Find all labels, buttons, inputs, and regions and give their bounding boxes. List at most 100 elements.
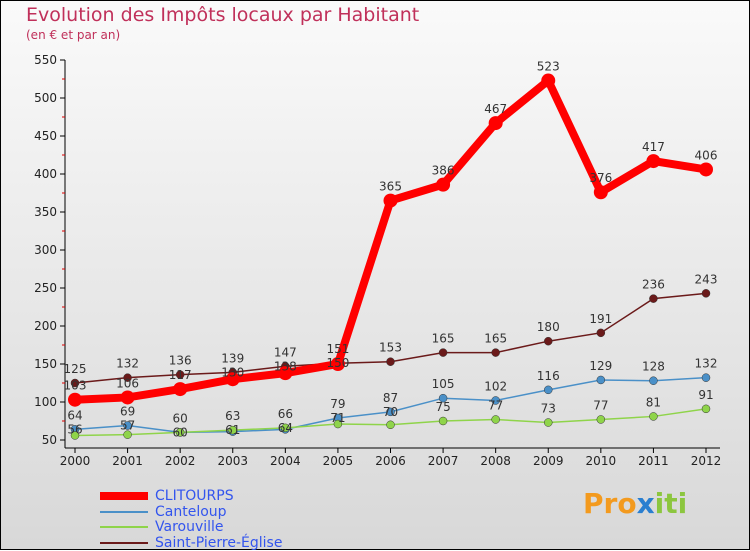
data-label: 81 xyxy=(646,395,661,409)
y-tick-label: 50 xyxy=(42,433,57,447)
data-point xyxy=(225,372,240,387)
y-tick-label: 450 xyxy=(34,129,57,143)
data-point xyxy=(281,423,290,433)
data-label: 71 xyxy=(330,411,345,425)
data-label: 105 xyxy=(432,377,455,391)
y-tick-label: 200 xyxy=(34,319,57,333)
proxiti-logo: Proxiti xyxy=(583,487,688,520)
legend-label: Canteloup xyxy=(155,503,227,520)
data-label: 125 xyxy=(64,362,87,376)
data-point xyxy=(175,428,185,437)
data-label: 136 xyxy=(169,354,192,368)
data-point xyxy=(383,193,398,208)
data-label: 243 xyxy=(695,272,718,286)
data-label: 130 xyxy=(221,365,244,379)
data-label: 132 xyxy=(116,357,139,371)
data-point xyxy=(438,348,448,357)
chart-title: Evolution des Impôts locaux par Habitant xyxy=(26,4,420,26)
data-point xyxy=(699,162,713,177)
y-tick-label: 150 xyxy=(34,357,57,371)
y-tick-label: 100 xyxy=(34,395,57,409)
data-label: 467 xyxy=(484,102,507,116)
legend-swatch xyxy=(100,526,148,528)
data-point xyxy=(646,154,661,169)
data-label: 63 xyxy=(225,409,240,423)
data-label: 77 xyxy=(488,398,503,412)
data-label: 75 xyxy=(435,400,450,414)
data-label: 365 xyxy=(379,180,402,194)
legend-swatch xyxy=(100,541,148,544)
data-point xyxy=(491,415,500,424)
legend-label: Varouville xyxy=(155,519,224,535)
data-point xyxy=(70,431,80,440)
data-point xyxy=(649,412,658,421)
data-label: 77 xyxy=(593,398,608,412)
data-label: 60 xyxy=(173,411,188,425)
data-point xyxy=(386,420,395,430)
data-label: 116 xyxy=(537,369,560,383)
data-label: 417 xyxy=(642,140,665,154)
data-label: 236 xyxy=(642,278,665,292)
data-point xyxy=(701,289,711,298)
y-tick-label: 350 xyxy=(34,205,57,219)
data-label: 103 xyxy=(64,379,87,393)
x-tick-label: 2009 xyxy=(533,454,564,468)
data-point xyxy=(123,430,132,439)
data-point xyxy=(333,419,343,429)
data-label: 64 xyxy=(67,408,82,422)
data-point xyxy=(491,348,500,357)
data-label: 165 xyxy=(432,332,455,346)
data-point xyxy=(596,328,606,338)
data-point xyxy=(386,407,395,417)
data-label: 139 xyxy=(221,351,244,365)
data-point xyxy=(491,396,500,405)
x-tick-label: 2006 xyxy=(375,454,406,468)
data-point xyxy=(649,376,658,385)
data-label: 147 xyxy=(274,345,297,359)
data-point xyxy=(701,373,711,382)
x-tick-label: 2010 xyxy=(586,454,617,468)
data-label: 406 xyxy=(695,148,718,162)
data-point xyxy=(438,416,448,426)
data-point xyxy=(123,373,132,382)
data-label: 132 xyxy=(695,357,718,371)
data-label: 153 xyxy=(379,341,402,355)
data-point xyxy=(173,382,188,397)
y-tick-label: 400 xyxy=(34,167,57,181)
data-label: 79 xyxy=(330,397,345,411)
legend-swatch xyxy=(100,492,148,500)
data-label: 73 xyxy=(541,402,556,416)
data-label: 150 xyxy=(326,356,349,370)
data-label: 61 xyxy=(225,423,240,437)
data-point xyxy=(175,370,185,379)
x-tick-label: 2004 xyxy=(270,454,301,468)
data-point xyxy=(123,421,132,430)
data-label: 70 xyxy=(383,405,398,419)
x-tick-label: 2005 xyxy=(323,454,354,468)
data-point xyxy=(596,375,606,385)
data-label: 91 xyxy=(698,388,713,402)
x-tick-label: 2012 xyxy=(691,454,722,468)
data-point xyxy=(649,294,658,303)
chart-subtitle: (en € et par an) xyxy=(26,28,121,42)
x-tick-label: 2007 xyxy=(428,454,459,468)
x-tick-label: 2001 xyxy=(112,454,143,468)
data-label: 57 xyxy=(120,419,135,433)
data-label: 180 xyxy=(537,320,560,334)
y-tick-label: 250 xyxy=(34,281,57,295)
data-label: 523 xyxy=(537,60,560,74)
data-label: 102 xyxy=(484,379,507,393)
data-point xyxy=(386,357,395,366)
x-tick-label: 2003 xyxy=(217,454,248,468)
data-point xyxy=(70,378,80,388)
data-label: 191 xyxy=(589,312,612,326)
data-point xyxy=(701,404,711,414)
data-label: 386 xyxy=(432,164,455,178)
legend-label: CLITOURPS xyxy=(155,488,234,504)
x-tick-label: 2011 xyxy=(638,454,669,468)
y-tick-label: 500 xyxy=(34,91,57,105)
data-point xyxy=(593,185,608,200)
x-tick-label: 2008 xyxy=(480,454,511,468)
